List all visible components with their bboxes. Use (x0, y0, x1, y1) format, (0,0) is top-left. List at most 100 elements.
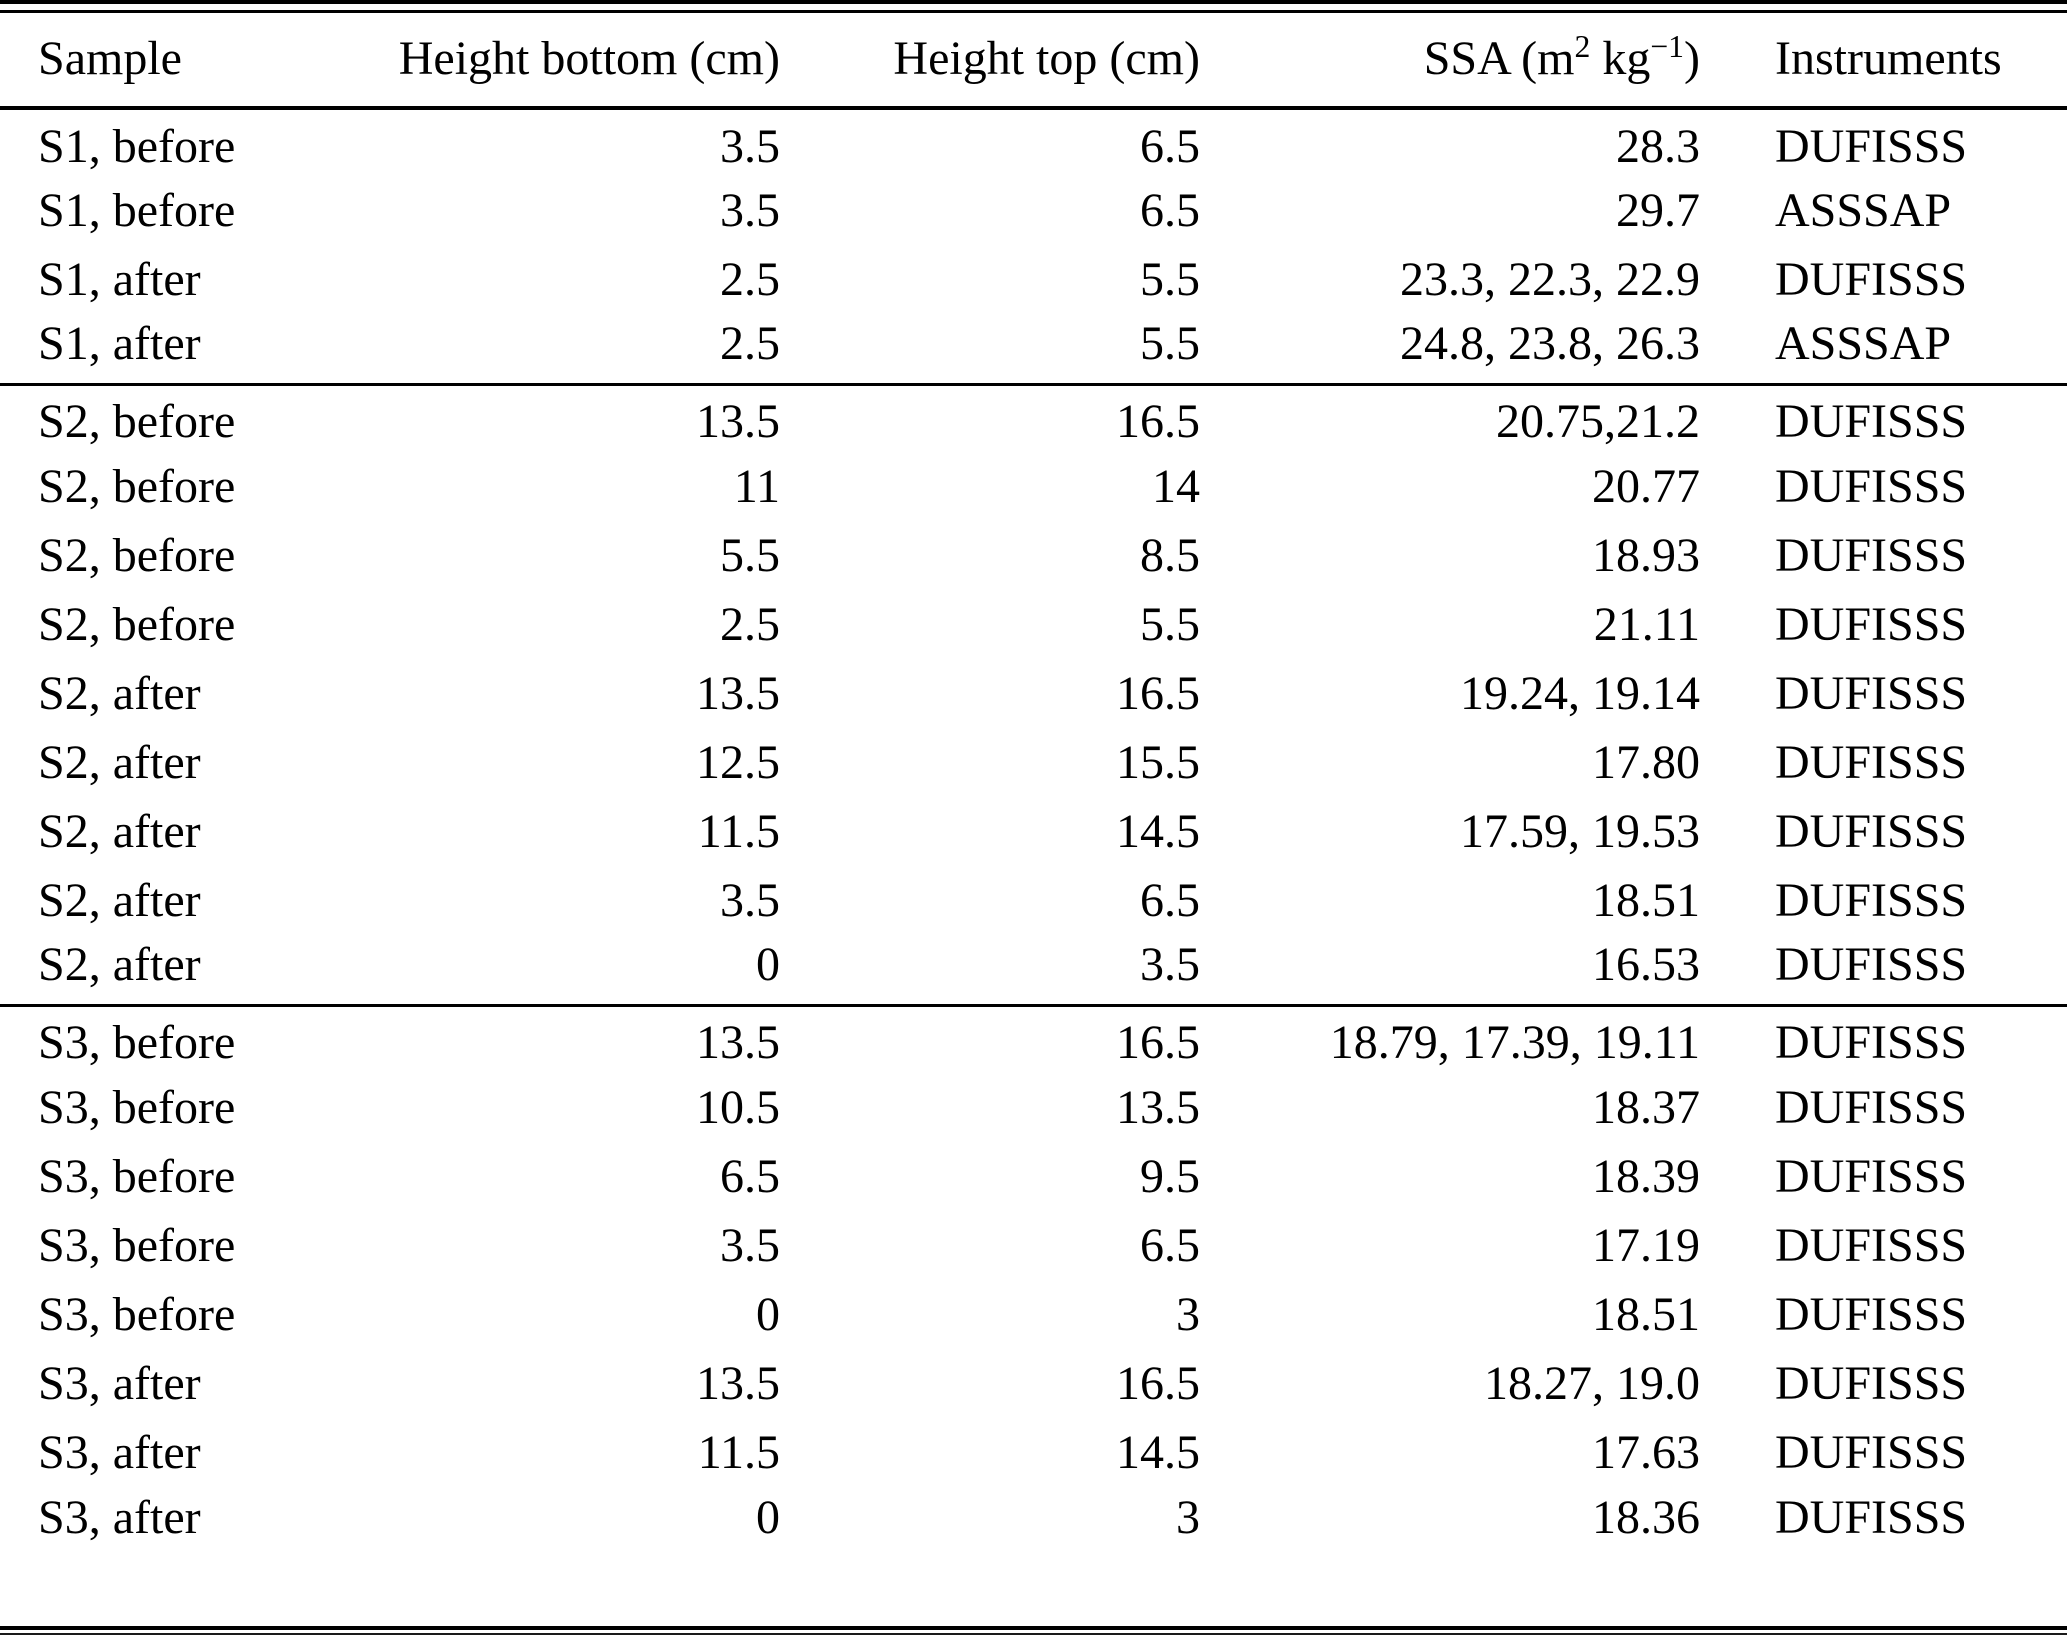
table-row: S1, before 3.5 6.5 28.3 DUFISSS (0, 108, 2067, 177)
cell-height-top: 16.5 (1116, 1357, 1200, 1411)
table-row: S2, after 13.5 16.5 19.24, 19.14 DUFISSS (0, 660, 2067, 729)
cell-height-top: 14.5 (1116, 1426, 1200, 1480)
cell-ssa: 19.24, 19.14 (1460, 667, 1700, 721)
cell-ssa: 18.51 (1592, 1288, 1700, 1342)
cell-sample: S3, before (38, 1219, 236, 1273)
cell-ssa: 20.75,21.2 (1496, 395, 1700, 449)
cell-instrument: DUFISSS (1775, 874, 1968, 928)
cell-height-bottom: 13.5 (696, 395, 780, 449)
header-row: Sample Height bottom (cm) Height top (cm… (0, 13, 2067, 108)
sample-group-S2: S2, before 13.5 16.5 20.75,21.2 DUFISSS S2, b… (0, 384, 2067, 1005)
cell-instrument: ASSSAP (1775, 316, 1952, 370)
cell-height-bottom: 3.5 (720, 874, 780, 928)
cell-instrument: DUFISSS (1775, 1150, 1968, 1204)
table-bottom-rule-edge (0, 1633, 2067, 1635)
cell-sample: S1, before (38, 119, 236, 173)
cell-instrument: DUFISSS (1775, 253, 1968, 307)
table-row: S2, before 11 14 20.77 DUFISSS (0, 453, 2067, 522)
cell-instrument: DUFISSS (1775, 598, 1968, 652)
cell-ssa: 16.53 (1592, 937, 1700, 991)
table-row: S2, before 13.5 16.5 20.75,21.2 DUFISSS (0, 384, 2067, 453)
cell-ssa: 20.77 (1592, 460, 1700, 514)
cell-height-top: 8.5 (1140, 529, 1200, 583)
cell-height-bottom: 12.5 (696, 736, 780, 790)
cell-height-bottom: 2.5 (720, 316, 780, 370)
cell-sample: S2, before (38, 598, 236, 652)
table-top-rule-thick (0, 0, 2067, 4)
column-header-instruments: Instruments (1775, 32, 2002, 86)
cell-height-bottom: 3.5 (720, 184, 780, 238)
cell-height-bottom: 13.5 (696, 1357, 780, 1411)
cell-height-top: 15.5 (1116, 736, 1200, 790)
table-row: S3, before 10.5 13.5 18.37 DUFISSS (0, 1074, 2067, 1143)
cell-height-bottom: 0 (756, 1490, 780, 1544)
column-header-sample: Sample (38, 32, 182, 86)
cell-sample: S2, after (38, 805, 201, 859)
cell-sample: S1, before (38, 184, 236, 238)
cell-height-bottom: 0 (756, 1288, 780, 1342)
cell-height-bottom: 11 (733, 460, 780, 514)
cell-sample: S1, after (38, 316, 201, 370)
cell-height-bottom: 6.5 (720, 1150, 780, 1204)
cell-instrument: DUFISSS (1775, 529, 1968, 583)
cell-ssa: 23.3, 22.3, 22.9 (1400, 253, 1700, 307)
cell-ssa: 17.63 (1592, 1426, 1700, 1480)
cell-height-top: 14 (1152, 460, 1200, 514)
cell-ssa: 24.8, 23.8, 26.3 (1400, 316, 1700, 370)
table-row: S2, after 12.5 15.5 17.80 DUFISSS (0, 729, 2067, 798)
cell-instrument: DUFISSS (1775, 805, 1968, 859)
table-row: S1, before 3.5 6.5 29.7 ASSSAP (0, 177, 2067, 246)
cell-height-bottom: 11.5 (697, 805, 780, 859)
cell-instrument: DUFISSS (1775, 1081, 1968, 1135)
cell-sample: S2, after (38, 937, 201, 991)
cell-height-bottom: 3.5 (720, 1219, 780, 1273)
table-bottom-rule-thick (0, 1626, 2067, 1630)
cell-sample: S2, before (38, 460, 236, 514)
cell-instrument: DUFISSS (1775, 1016, 1968, 1070)
cell-sample: S2, before (38, 529, 236, 583)
cell-sample: S3, after (38, 1426, 201, 1480)
cell-sample: S2, after (38, 736, 201, 790)
cell-instrument: DUFISSS (1775, 395, 1968, 449)
cell-sample: S2, after (38, 667, 201, 721)
table-row: S2, after 11.5 14.5 17.59, 19.53 DUFISSS (0, 798, 2067, 867)
table-row: S2, before 2.5 5.5 21.11 DUFISSS (0, 591, 2067, 660)
cell-height-top: 5.5 (1140, 598, 1200, 652)
cell-instrument: DUFISSS (1775, 1219, 1968, 1273)
column-header-height-top: Height top (cm) (893, 32, 1200, 86)
cell-ssa: 17.59, 19.53 (1460, 805, 1700, 859)
cell-sample: S1, after (38, 253, 201, 307)
cell-instrument: DUFISSS (1775, 1490, 1968, 1544)
cell-ssa: 18.27, 19.0 (1484, 1357, 1700, 1411)
cell-height-top: 16.5 (1116, 667, 1200, 721)
cell-height-top: 16.5 (1116, 1016, 1200, 1070)
table-row: S2, after 0 3.5 16.53 DUFISSS (0, 936, 2067, 1005)
cell-height-top: 6.5 (1140, 119, 1200, 173)
table-top-rule-gap (0, 4, 2067, 10)
cell-height-top: 14.5 (1116, 805, 1200, 859)
cell-ssa: 28.3 (1616, 119, 1700, 173)
cell-sample: S3, before (38, 1288, 236, 1342)
cell-instrument: DUFISSS (1775, 1288, 1968, 1342)
cell-sample: S2, before (38, 395, 236, 449)
cell-height-top: 16.5 (1116, 395, 1200, 449)
cell-sample: S3, after (38, 1490, 201, 1544)
cell-height-top: 3 (1176, 1490, 1200, 1544)
table-row: S3, before 0 3 18.51 DUFISSS (0, 1281, 2067, 1350)
cell-height-top: 5.5 (1140, 253, 1200, 307)
cell-height-bottom: 0 (756, 937, 780, 991)
cell-height-bottom: 5.5 (720, 529, 780, 583)
table-row: S2, before 5.5 8.5 18.93 DUFISSS (0, 522, 2067, 591)
cell-ssa: 18.36 (1592, 1490, 1700, 1544)
cell-instrument: DUFISSS (1775, 937, 1968, 991)
cell-ssa: 17.80 (1592, 736, 1700, 790)
cell-ssa: 17.19 (1592, 1219, 1700, 1273)
cell-height-bottom: 11.5 (697, 1426, 780, 1480)
cell-height-bottom: 13.5 (696, 1016, 780, 1070)
table-row: S3, after 11.5 14.5 17.63 DUFISSS (0, 1419, 2067, 1488)
cell-ssa: 29.7 (1616, 184, 1700, 238)
cell-instrument: DUFISSS (1775, 1357, 1968, 1411)
cell-height-bottom: 3.5 (720, 119, 780, 173)
cell-sample: S3, before (38, 1150, 236, 1204)
cell-instrument: DUFISSS (1775, 460, 1968, 514)
